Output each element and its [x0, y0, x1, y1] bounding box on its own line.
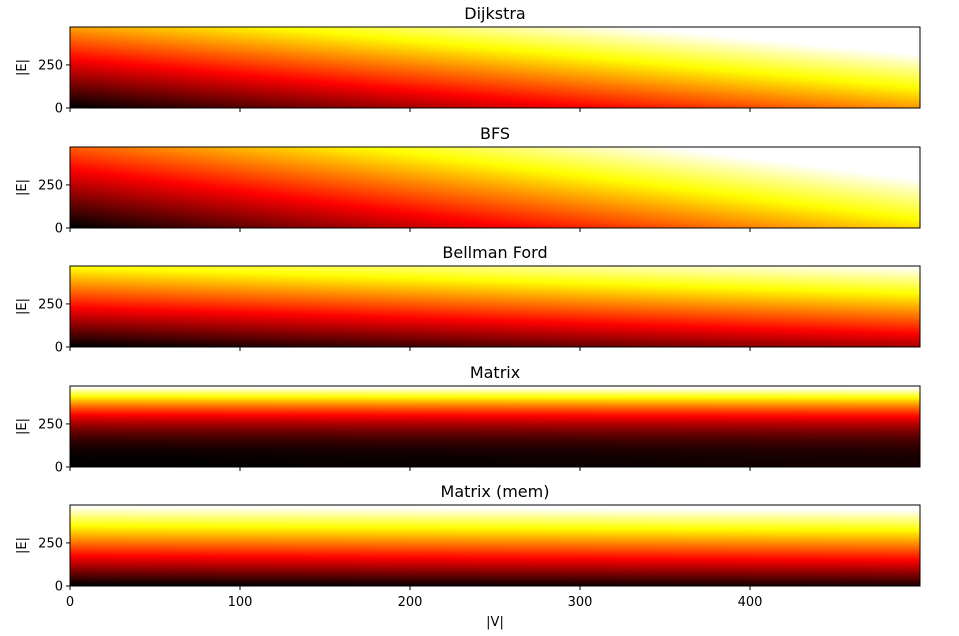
y-tick-label: 250 [38, 417, 63, 432]
heatmap-panel: Dijkstra |E| 0 250 [15, 4, 921, 117]
panel-title: BFS [480, 124, 510, 143]
x-tick-label: 100 [228, 595, 253, 610]
axes-frame [69, 26, 921, 109]
heatmap-panel: Matrix |E| 0 250 [15, 363, 921, 476]
axes-frame [69, 385, 921, 468]
panel-title: Matrix [470, 363, 520, 382]
heatmap-panel: Matrix (mem) |E| 0 250 0 100 200 300 400 |V| [15, 482, 921, 630]
heatmap-panel: Bellman Ford |E| 0 250 [15, 243, 921, 356]
y-axis-label: |E| [15, 298, 30, 315]
axes-frame [69, 504, 921, 587]
panel-title: Dijkstra [464, 4, 525, 23]
y-tick-label: 0 [55, 580, 63, 595]
y-tick-label: 0 [55, 102, 63, 117]
y-tick-label: 250 [38, 297, 63, 312]
axes-frame [69, 265, 921, 348]
heatmap-image [70, 266, 920, 347]
y-axis-label: |E| [15, 179, 30, 196]
heatmap-image [70, 147, 920, 228]
heatmap-image [70, 505, 920, 586]
y-tick-label: 250 [38, 178, 63, 193]
y-tick-label: 0 [55, 341, 63, 356]
y-axis-label: |E| [15, 418, 30, 435]
y-tick-label: 250 [38, 536, 63, 551]
y-tick-label: 0 [55, 222, 63, 237]
heatmap-image [70, 27, 920, 108]
x-tick-label: 300 [568, 595, 593, 610]
x-tick-label: 200 [398, 595, 423, 610]
chart-panels: Dijkstra |E| 0 250 BFS |E| 0 250 Bellman Ford |E|… [15, 4, 921, 630]
panel-title: Matrix (mem) [441, 482, 550, 501]
x-tick-label: 0 [66, 595, 74, 610]
y-tick-label: 250 [38, 58, 63, 73]
heatmap-panel: BFS |E| 0 250 [15, 124, 921, 237]
heatmap-image [70, 386, 920, 467]
x-tick-label: 400 [738, 595, 763, 610]
y-tick-label: 0 [55, 461, 63, 476]
y-axis-label: |E| [15, 59, 30, 76]
x-axis-label: |V| [486, 615, 504, 630]
panel-title: Bellman Ford [442, 243, 547, 262]
y-axis-label: |E| [15, 537, 30, 554]
axes-frame [69, 146, 921, 229]
